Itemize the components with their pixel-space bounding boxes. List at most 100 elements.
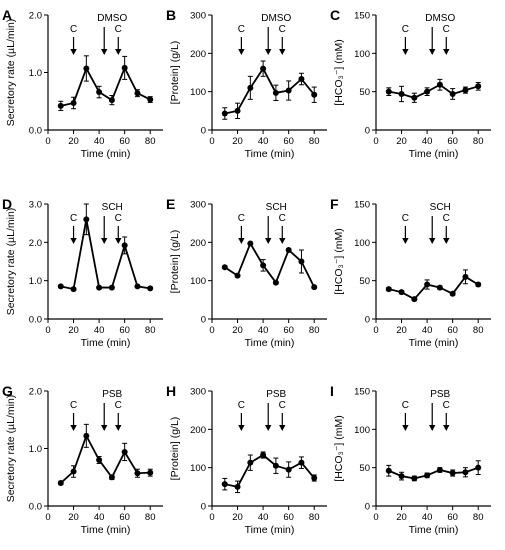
x-tick-label: 80 <box>145 136 156 147</box>
c-arrow-head <box>443 238 450 244</box>
data-point <box>462 87 469 94</box>
y-tick-label: 0 <box>201 315 206 326</box>
panel-letter: B <box>166 7 176 23</box>
x-tick-label: 20 <box>232 325 243 336</box>
y-tick-label: 150 <box>354 11 370 22</box>
series-line <box>224 66 315 115</box>
c-label: C <box>443 24 450 35</box>
treatment-arrow-head <box>429 49 436 55</box>
treatment-arrow-head <box>265 238 272 244</box>
c-label: C <box>115 24 122 35</box>
data-point <box>298 76 305 83</box>
data-point <box>272 462 279 469</box>
x-tick-label: 20 <box>232 136 243 147</box>
panel-a: A 0.0 1.0 2.0 0 20 40 60 80 Time (min) Secretory r… <box>2 7 163 160</box>
x-axis-label: Time (min) <box>245 337 295 349</box>
c-arrow-head <box>443 425 450 431</box>
data-point <box>298 459 305 466</box>
c-label: C <box>402 400 409 411</box>
x-tick-label: 80 <box>473 325 484 336</box>
data-point <box>70 286 77 293</box>
x-tick-label: 60 <box>119 325 130 336</box>
panel-letter: F <box>330 196 339 212</box>
x-axis-label: Time (min) <box>81 148 131 160</box>
panel-letter: E <box>166 196 175 212</box>
c-label: C <box>443 400 450 411</box>
y-axis-label: Secretory rate (µL/min) <box>5 208 17 316</box>
y-tick-label: 2.0 <box>29 387 42 398</box>
y-tick-label: 200 <box>190 49 206 60</box>
data-point <box>462 273 469 280</box>
x-tick-label: 40 <box>258 325 269 336</box>
y-tick-label: 0 <box>365 126 370 137</box>
data-point <box>285 87 292 94</box>
c-arrow-head <box>238 49 245 55</box>
x-axis-label: Time (min) <box>245 524 295 536</box>
panel-letter: D <box>2 196 12 212</box>
x-tick-label: 80 <box>473 512 484 523</box>
c-label: C <box>279 24 286 35</box>
treatment-arrow-head <box>101 238 108 244</box>
panel-letter: C <box>330 7 340 23</box>
data-point <box>449 290 456 297</box>
x-tick-label: 80 <box>145 325 156 336</box>
data-point <box>134 283 141 290</box>
y-tick-label: 100 <box>190 276 206 287</box>
y-axis-label: Secretory rate (µL/min) <box>5 19 17 127</box>
y-axis-label: Secretory rate (µL/min) <box>5 395 17 503</box>
data-point <box>411 475 418 482</box>
x-tick-label: 40 <box>422 136 433 147</box>
x-axis-label: Time (min) <box>245 148 295 160</box>
y-tick-label: 200 <box>190 425 206 436</box>
x-tick-label: 0 <box>45 325 50 336</box>
c-label: C <box>70 213 77 224</box>
x-axis-label: Time (min) <box>81 524 131 536</box>
x-tick-label: 0 <box>373 512 378 523</box>
x-tick-label: 20 <box>396 512 407 523</box>
data-point <box>57 102 64 109</box>
data-point <box>424 88 431 95</box>
data-point <box>311 91 318 98</box>
x-tick-label: 80 <box>309 325 320 336</box>
c-arrow-head <box>115 49 122 55</box>
c-label: C <box>238 24 245 35</box>
y-tick-label: 100 <box>190 87 206 98</box>
c-arrow-head <box>402 425 409 431</box>
data-point <box>108 284 115 291</box>
y-axis-label: [Protein] (g/L) <box>169 417 181 481</box>
c-arrow-head <box>402 49 409 55</box>
x-tick-label: 40 <box>422 512 433 523</box>
data-point <box>398 90 405 97</box>
data-point <box>436 284 443 291</box>
x-tick-label: 20 <box>396 136 407 147</box>
y-tick-label: 300 <box>190 387 206 398</box>
panel-d: D 0.0 1.0 2.0 3.0 0 20 40 60 80 Time (min) Secretor… <box>2 196 163 349</box>
c-arrow-head <box>115 238 122 244</box>
data-point <box>475 464 482 471</box>
y-tick-label: 150 <box>354 200 370 211</box>
data-point <box>398 289 405 296</box>
c-label: C <box>402 24 409 35</box>
c-arrow-head <box>115 425 122 431</box>
c-label: C <box>115 213 122 224</box>
x-tick-label: 40 <box>94 512 105 523</box>
treatment-label: PSB <box>102 389 122 400</box>
x-tick-label: 0 <box>209 512 214 523</box>
y-tick-label: 0.0 <box>29 126 42 137</box>
x-axis-label: Time (min) <box>409 337 459 349</box>
c-arrow-head <box>402 238 409 244</box>
data-point <box>83 216 90 223</box>
data-point <box>147 285 154 292</box>
data-point <box>449 470 456 477</box>
data-point <box>247 240 254 247</box>
treatment-label: SCH <box>102 202 123 213</box>
y-axis-label: [HCO₃⁻] (mM) <box>333 39 345 105</box>
data-point <box>311 475 318 482</box>
y-tick-label: 100 <box>354 49 370 60</box>
series-line <box>60 219 151 291</box>
y-axis-label: [HCO₃⁻] (mM) <box>333 415 345 481</box>
y-tick-label: 0.0 <box>29 315 42 326</box>
data-point <box>121 242 128 249</box>
x-tick-label: 20 <box>396 325 407 336</box>
data-point <box>424 472 431 479</box>
